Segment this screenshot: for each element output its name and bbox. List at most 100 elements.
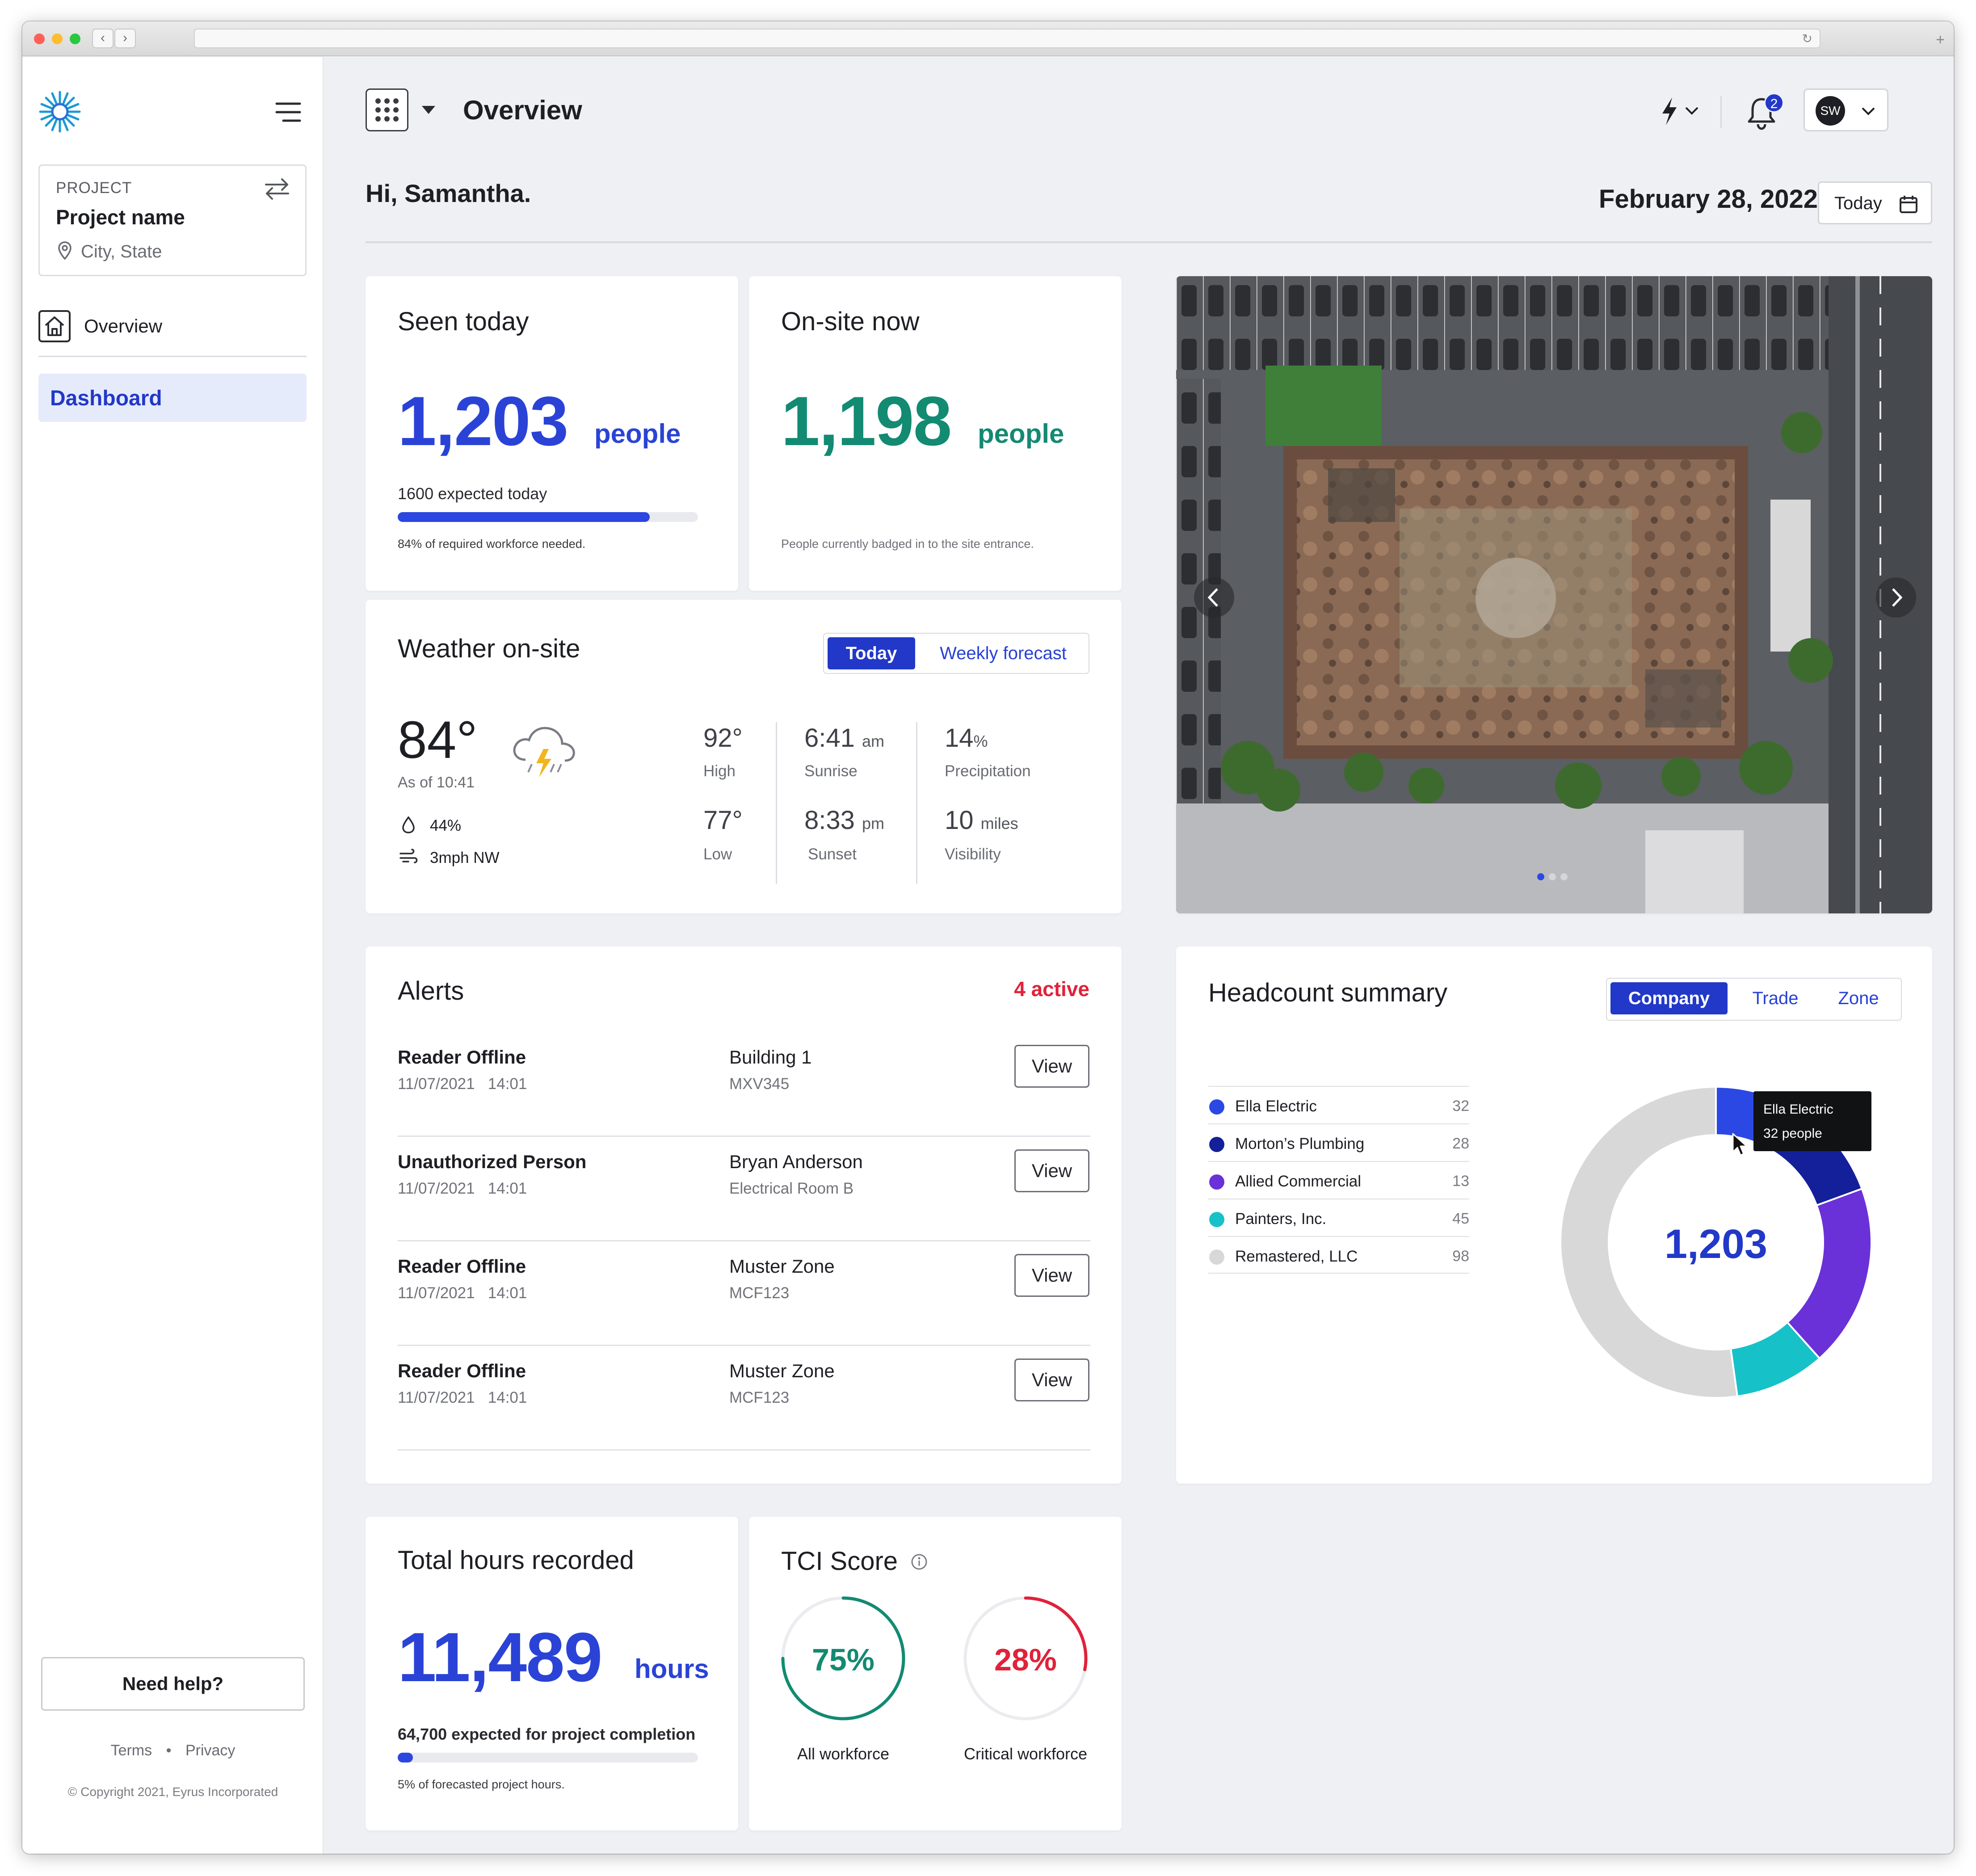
donut-slice-remastered-llc[interactable] xyxy=(1560,1085,1739,1399)
tci-score-card: TCI Score 75% All workforce 28% Critical… xyxy=(749,1517,1122,1830)
alert-row: Unauthorized Person 11/07/2021 14:01 Bryan… xyxy=(398,1137,1090,1241)
browser-window: ‹ › ↻ + PROJECT Project name xyxy=(22,21,1954,1854)
view-alert-button[interactable]: View xyxy=(1014,1254,1089,1297)
headcount-tabs: Company Trade Zone xyxy=(1606,978,1902,1021)
sidebar: PROJECT Project name City, State Overvie… xyxy=(22,57,324,1854)
total-hours-title: Total hours recorded xyxy=(398,1546,634,1575)
reload-icon[interactable]: ↻ xyxy=(1802,32,1812,46)
minimize-window-button[interactable] xyxy=(52,34,63,44)
notification-badge: 2 xyxy=(1764,93,1784,113)
alert-location: Bryan Anderson xyxy=(729,1151,863,1172)
caret-down-icon[interactable] xyxy=(421,105,436,115)
sunrise-value: 6:41 am xyxy=(804,723,884,753)
tooltip-value: 32 people xyxy=(1763,1126,1822,1141)
precipitation-value: 14% xyxy=(945,723,988,753)
donut-slice-allied-commercial[interactable] xyxy=(1786,1187,1872,1360)
legend-item[interactable]: Painters, Inc. 45 xyxy=(1208,1199,1469,1236)
carousel-dot[interactable] xyxy=(1537,873,1544,880)
seen-today-title: Seen today xyxy=(398,307,529,336)
tab-zone[interactable]: Zone xyxy=(1838,988,1879,1008)
onsite-now-unit: people xyxy=(978,419,1064,449)
chevron-down-icon[interactable] xyxy=(1685,106,1699,115)
terms-link[interactable]: Terms xyxy=(110,1742,152,1759)
info-icon[interactable] xyxy=(911,1553,928,1570)
sunset-time: 8:33 xyxy=(804,806,855,835)
current-temperature: 84° xyxy=(398,711,478,770)
close-window-button[interactable] xyxy=(34,34,45,44)
alerts-active-count: 4 active xyxy=(1014,977,1089,1001)
low-temp-label: Low xyxy=(703,845,732,863)
low-temp-value: 77° xyxy=(703,805,743,835)
tci-critical-value: 28% xyxy=(994,1642,1057,1677)
legend-item[interactable]: Allied Commercial 13 xyxy=(1208,1161,1469,1199)
date-picker-button[interactable]: Today xyxy=(1818,181,1932,224)
header-divider xyxy=(366,241,1932,243)
forward-button[interactable]: › xyxy=(114,29,136,48)
legend-color-swatch xyxy=(1209,1174,1224,1190)
alert-row: Reader Offline 11/07/2021 14:01 Muster Zon… xyxy=(398,1241,1090,1346)
alerts-card: Alerts 4 active Reader Offline 11/07/2021… xyxy=(366,946,1122,1484)
tab-trade[interactable]: Trade xyxy=(1752,988,1799,1008)
logo-icon xyxy=(39,91,81,133)
headcount-legend: Ella Electric 32 Morton’s Plumbing 28 Allied… xyxy=(1176,1086,1489,1278)
tci-title: TCI Score xyxy=(781,1547,898,1576)
alert-datetime: 11/07/2021 14:01 xyxy=(398,1075,527,1093)
lightning-icon[interactable] xyxy=(1660,97,1679,126)
sidebar-item-dashboard[interactable]: Dashboard xyxy=(38,374,307,422)
carousel-prev-button[interactable] xyxy=(1194,577,1234,618)
maximize-window-button[interactable] xyxy=(70,34,80,44)
alert-location: Muster Zone xyxy=(729,1256,835,1277)
back-button[interactable]: ‹ xyxy=(92,29,114,48)
view-alert-button[interactable]: View xyxy=(1014,1149,1089,1192)
need-help-button[interactable]: Need help? xyxy=(41,1657,305,1711)
sidebar-item-overview[interactable]: Overview xyxy=(38,308,307,344)
carousel-dot[interactable] xyxy=(1549,873,1556,880)
precipitation-number: 14 xyxy=(945,723,974,753)
carousel-dot[interactable] xyxy=(1560,873,1568,880)
total-hours-progress-fill xyxy=(398,1753,413,1762)
avatar: SW xyxy=(1816,96,1845,126)
location-pin-icon xyxy=(58,241,71,260)
humidity-icon xyxy=(402,816,415,833)
hamburger-icon[interactable] xyxy=(275,102,301,122)
notifications-button[interactable]: 2 xyxy=(1745,93,1786,133)
alert-datetime: 11/07/2021 14:01 xyxy=(398,1389,527,1407)
total-hours-progress-note: 5% of forecasted project hours. xyxy=(398,1778,565,1791)
weather-divider xyxy=(776,722,777,884)
address-bar[interactable]: ↻ xyxy=(194,29,1820,48)
weather-divider xyxy=(916,722,917,884)
tab-company[interactable]: Company xyxy=(1610,982,1728,1014)
new-tab-icon[interactable]: + xyxy=(1936,31,1945,48)
legend-item[interactable]: Ella Electric 32 xyxy=(1208,1086,1469,1123)
switch-project-icon[interactable] xyxy=(264,177,290,201)
alert-date: 11/07/2021 xyxy=(398,1075,475,1093)
seen-today-card: Seen today 1,203 people 1600 expected to… xyxy=(366,276,738,591)
alert-code: MCF123 xyxy=(729,1284,790,1302)
total-hours-progress xyxy=(398,1753,698,1762)
apps-switcher-button[interactable] xyxy=(366,88,408,131)
legend-item[interactable]: Remastered, LLC 98 xyxy=(1208,1236,1469,1274)
precipitation-suffix: % xyxy=(973,732,988,750)
onsite-now-value: 1,198 xyxy=(781,383,952,460)
tab-today[interactable]: Today xyxy=(828,637,915,669)
view-alert-button[interactable]: View xyxy=(1014,1045,1089,1088)
tab-weekly-forecast[interactable]: Weekly forecast xyxy=(940,644,1067,663)
project-selector[interactable]: PROJECT Project name City, State xyxy=(38,164,307,276)
privacy-link[interactable]: Privacy xyxy=(185,1742,235,1759)
alert-code: Electrical Room B xyxy=(729,1180,854,1197)
legend-label: Morton’s Plumbing xyxy=(1235,1135,1365,1153)
legend-label: Painters, Inc. xyxy=(1235,1210,1327,1228)
alert-datetime: 11/07/2021 14:01 xyxy=(398,1284,527,1302)
user-menu-button[interactable]: SW xyxy=(1804,88,1888,131)
gauge-arc xyxy=(1024,1596,1088,1671)
site-photo-carousel[interactable] xyxy=(1176,276,1932,913)
donut-center-total: 1,203 xyxy=(1664,1221,1768,1267)
seen-today-expected: 1600 expected today xyxy=(398,484,547,503)
tci-critical-workforce-gauge xyxy=(963,1596,1088,1720)
view-alert-button[interactable]: View xyxy=(1014,1359,1089,1401)
carousel-next-button[interactable] xyxy=(1876,577,1916,618)
high-temp: 92° xyxy=(703,723,743,753)
high-temp-label: High xyxy=(703,762,736,780)
legend-color-swatch xyxy=(1209,1249,1224,1265)
legend-item[interactable]: Morton’s Plumbing 28 xyxy=(1208,1123,1469,1161)
